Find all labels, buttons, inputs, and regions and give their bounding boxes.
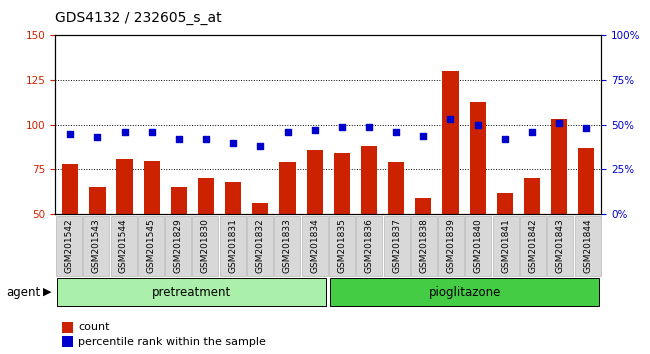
Bar xyxy=(361,146,377,303)
Bar xyxy=(252,204,268,303)
Text: GSM201831: GSM201831 xyxy=(228,218,237,274)
Point xyxy=(526,129,537,135)
Point xyxy=(65,131,75,137)
Text: GDS4132 / 232605_s_at: GDS4132 / 232605_s_at xyxy=(55,11,222,25)
Text: count: count xyxy=(78,322,109,332)
Bar xyxy=(524,178,540,303)
Point xyxy=(500,136,510,142)
Bar xyxy=(443,71,459,303)
Text: percentile rank within the sample: percentile rank within the sample xyxy=(78,337,266,347)
Point xyxy=(228,140,239,145)
Point xyxy=(391,129,401,135)
Point xyxy=(92,135,103,140)
Text: ▶: ▶ xyxy=(43,287,52,297)
Bar xyxy=(578,148,595,303)
Point xyxy=(120,129,130,135)
Bar xyxy=(225,182,241,303)
Point xyxy=(174,136,184,142)
Bar xyxy=(62,164,79,303)
Bar xyxy=(307,150,323,303)
Text: GSM201835: GSM201835 xyxy=(337,218,346,274)
Text: GSM201844: GSM201844 xyxy=(583,219,592,273)
Bar xyxy=(388,162,404,303)
Text: GSM201838: GSM201838 xyxy=(419,218,428,274)
Text: GSM201837: GSM201837 xyxy=(392,218,401,274)
Point xyxy=(581,126,592,131)
Bar xyxy=(469,102,486,303)
Text: agent: agent xyxy=(6,286,41,298)
Point xyxy=(282,129,293,135)
Text: GSM201840: GSM201840 xyxy=(474,219,483,273)
Bar xyxy=(171,187,187,303)
Point xyxy=(201,136,211,142)
Text: GSM201839: GSM201839 xyxy=(447,218,456,274)
Point xyxy=(309,127,320,133)
Text: GSM201841: GSM201841 xyxy=(501,219,510,273)
Text: GSM201830: GSM201830 xyxy=(201,218,210,274)
Bar xyxy=(198,178,214,303)
Point xyxy=(445,116,456,122)
Point xyxy=(418,133,428,138)
Text: GSM201843: GSM201843 xyxy=(556,219,565,273)
Bar xyxy=(89,187,105,303)
Text: GSM201834: GSM201834 xyxy=(310,219,319,273)
Text: GSM201842: GSM201842 xyxy=(528,219,538,273)
Point xyxy=(146,129,157,135)
Point xyxy=(554,120,564,126)
Bar xyxy=(116,159,133,303)
Text: GSM201543: GSM201543 xyxy=(92,219,101,273)
Point xyxy=(364,124,374,130)
Text: pioglitazone: pioglitazone xyxy=(428,286,501,298)
Bar xyxy=(144,161,160,303)
Text: GSM201544: GSM201544 xyxy=(119,219,128,273)
Point xyxy=(337,124,347,130)
Text: GSM201833: GSM201833 xyxy=(283,218,292,274)
Bar xyxy=(280,162,296,303)
Text: GSM201832: GSM201832 xyxy=(255,219,265,273)
Bar xyxy=(333,153,350,303)
Bar xyxy=(497,193,513,303)
Text: GSM201836: GSM201836 xyxy=(365,218,374,274)
Text: GSM201542: GSM201542 xyxy=(64,219,73,273)
Bar xyxy=(551,119,567,303)
Text: GSM201829: GSM201829 xyxy=(174,219,183,273)
Text: pretreatment: pretreatment xyxy=(152,286,231,298)
Text: GSM201545: GSM201545 xyxy=(146,219,155,273)
Point xyxy=(255,143,266,149)
Bar xyxy=(415,198,432,303)
Point xyxy=(473,122,483,127)
